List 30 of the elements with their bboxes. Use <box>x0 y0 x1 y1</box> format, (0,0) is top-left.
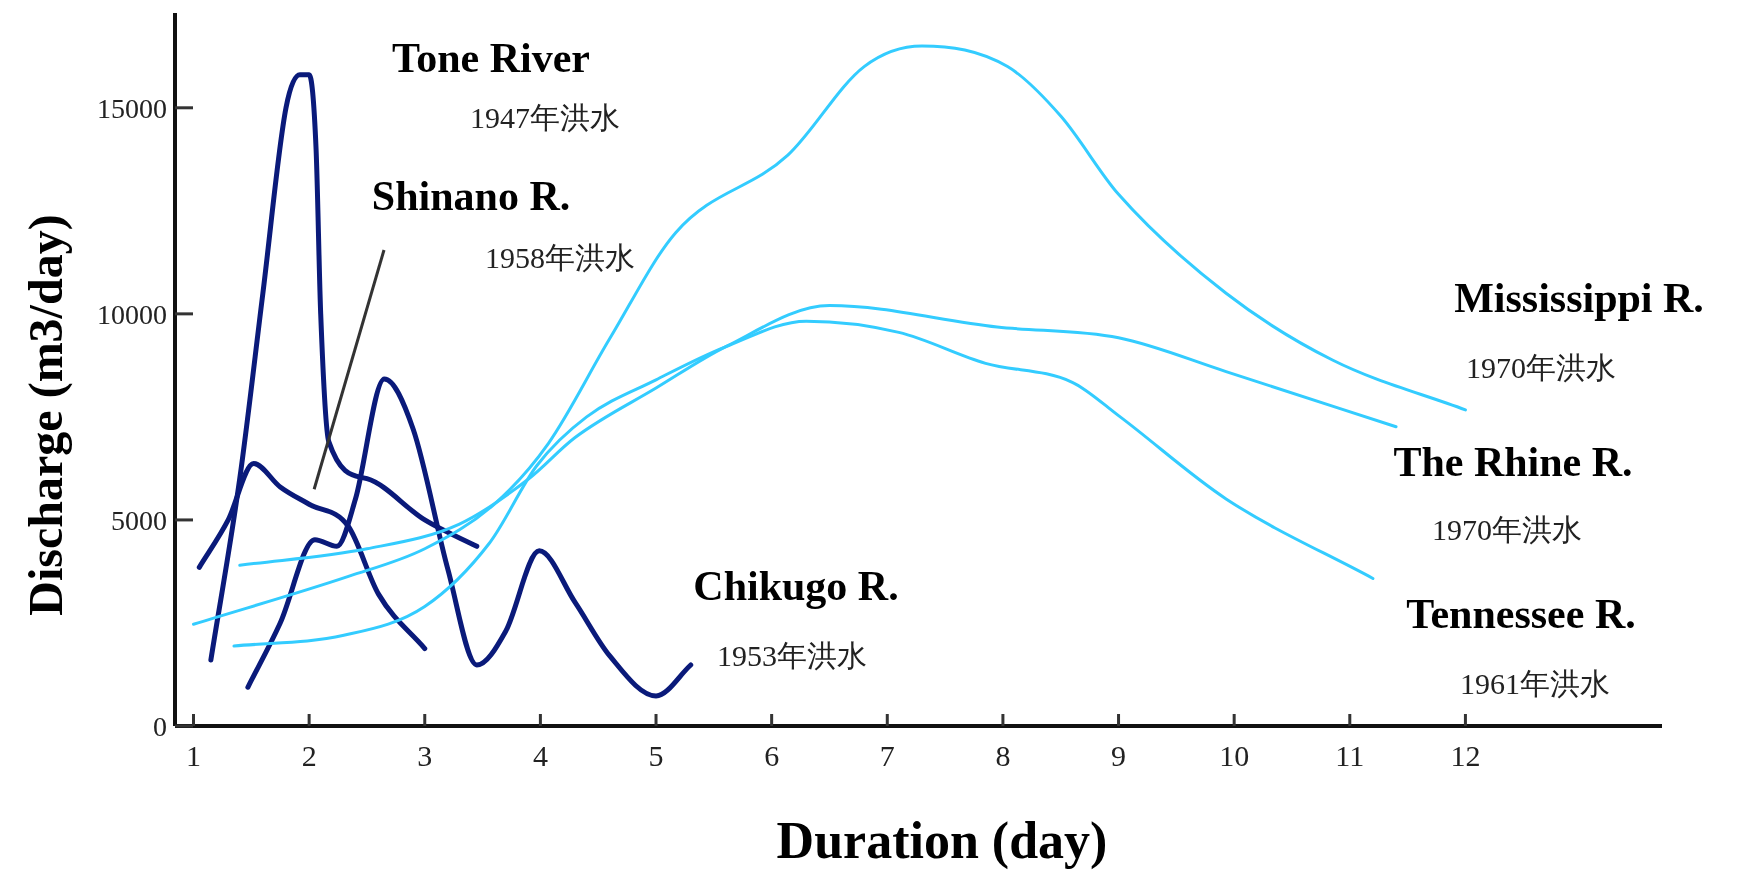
series-label: Tennessee R. <box>1406 591 1636 637</box>
x-tick-label: 7 <box>879 739 895 772</box>
x-tick-label: 12 <box>1450 739 1481 772</box>
x-tick-label: 8 <box>995 739 1011 772</box>
annotation: 1970年洪水 <box>1432 513 1582 546</box>
y-tick-label: 5000 <box>111 504 167 536</box>
x-tick-label: 4 <box>532 739 548 772</box>
x-tick-label: 3 <box>417 739 433 772</box>
y-tick-label: 15000 <box>97 92 167 124</box>
x-tick-label: 10 <box>1219 739 1250 772</box>
x-tick-label: 9 <box>1111 739 1127 772</box>
annotation: 1958年洪水 <box>485 241 635 274</box>
y-axis-title: Discharge (m3/day) <box>19 214 73 616</box>
x-tick-label: 11 <box>1335 739 1365 772</box>
series-label: Mississippi R. <box>1454 275 1704 321</box>
annotation: 1953年洪水 <box>717 639 867 672</box>
x-tick-label: 2 <box>301 739 317 772</box>
annotation: 1947年洪水 <box>470 101 620 134</box>
x-tick-label: 1 <box>186 739 201 772</box>
x-axis-title: Duration (day) <box>776 812 1108 870</box>
y-tick-label: 10000 <box>97 298 167 330</box>
series-label: Tone River <box>392 35 590 81</box>
annotation: 1970年洪水 <box>1466 351 1616 384</box>
text: Shinano R. <box>371 173 571 219</box>
x-tick-label: 6 <box>764 739 780 772</box>
series-label: The Rhine R. <box>1393 439 1633 485</box>
x-tick-label: 5 <box>648 739 664 772</box>
annotation: 1961年洪水 <box>1460 667 1610 700</box>
series-label: Chikugo R. <box>693 563 899 609</box>
y-tick-label: 0 <box>153 711 167 742</box>
